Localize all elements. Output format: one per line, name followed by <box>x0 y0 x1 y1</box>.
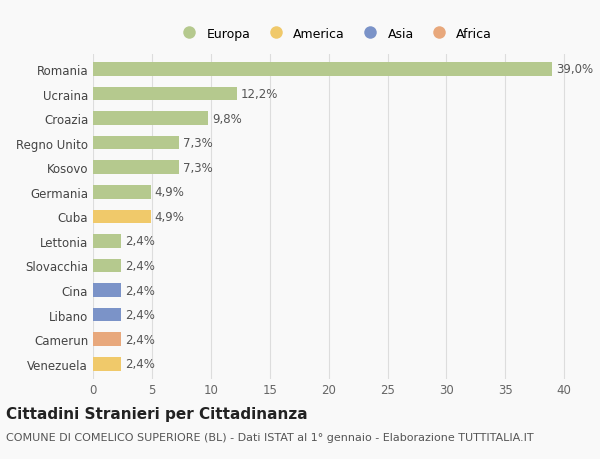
Bar <box>93 63 553 77</box>
Bar <box>93 357 121 371</box>
Text: 7,3%: 7,3% <box>182 162 212 174</box>
Bar <box>93 161 179 174</box>
Text: 2,4%: 2,4% <box>125 333 155 346</box>
Bar <box>93 284 121 297</box>
Text: 4,9%: 4,9% <box>154 186 184 199</box>
Text: 9,8%: 9,8% <box>212 112 242 125</box>
Text: 39,0%: 39,0% <box>556 63 593 76</box>
Text: Cittadini Stranieri per Cittadinanza: Cittadini Stranieri per Cittadinanza <box>6 406 308 421</box>
Text: 2,4%: 2,4% <box>125 284 155 297</box>
Bar <box>93 308 121 322</box>
Text: COMUNE DI COMELICO SUPERIORE (BL) - Dati ISTAT al 1° gennaio - Elaborazione TUTT: COMUNE DI COMELICO SUPERIORE (BL) - Dati… <box>6 432 533 442</box>
Legend: Europa, America, Asia, Africa: Europa, America, Asia, Africa <box>172 22 497 45</box>
Bar <box>93 137 179 150</box>
Text: 2,4%: 2,4% <box>125 308 155 321</box>
Bar <box>93 88 237 101</box>
Text: 2,4%: 2,4% <box>125 358 155 370</box>
Text: 2,4%: 2,4% <box>125 235 155 248</box>
Bar <box>93 235 121 248</box>
Bar <box>93 259 121 273</box>
Bar <box>93 210 151 224</box>
Text: 7,3%: 7,3% <box>182 137 212 150</box>
Text: 4,9%: 4,9% <box>154 210 184 224</box>
Bar <box>93 185 151 199</box>
Bar <box>93 333 121 346</box>
Text: 2,4%: 2,4% <box>125 259 155 272</box>
Bar <box>93 112 208 126</box>
Text: 12,2%: 12,2% <box>240 88 278 101</box>
